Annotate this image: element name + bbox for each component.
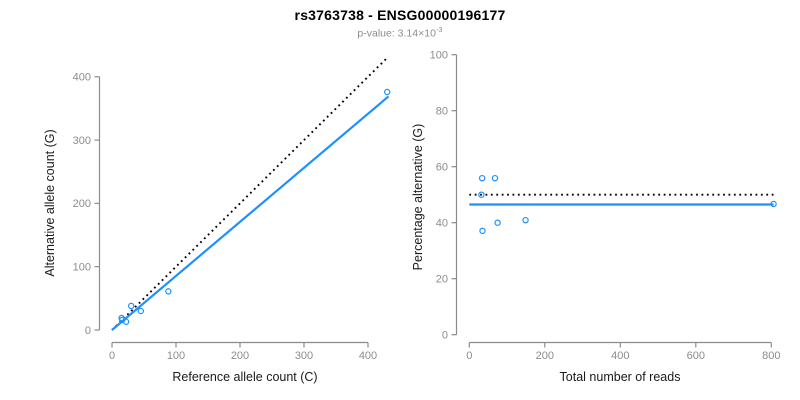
- data-point: [478, 174, 486, 182]
- y-tick-label: 200: [73, 198, 91, 210]
- x-tick-label: 300: [295, 350, 313, 362]
- data-point: [478, 191, 485, 198]
- y-tick-label: 20: [436, 274, 448, 286]
- x-tick-label: 0: [466, 350, 472, 362]
- x-tick-label: 400: [359, 350, 377, 362]
- y-axis-label: Percentage alternative (G): [411, 124, 425, 271]
- data-point: [384, 88, 391, 96]
- data-point: [491, 174, 499, 182]
- p-value-exponent: -3: [435, 25, 443, 34]
- y-tick-label: 100: [430, 50, 448, 62]
- identity-line: [111, 55, 390, 331]
- y-axis-label: Alternative allele count (G): [43, 129, 57, 276]
- data-point: [522, 216, 529, 224]
- multiplication-sign: ×: [418, 27, 425, 40]
- data-point: [127, 302, 135, 310]
- x-tick-label: 100: [167, 350, 185, 362]
- y-tick-label: 400: [73, 72, 91, 84]
- y-tick-label: 0: [85, 325, 91, 337]
- right-scatter-plot: 0 20 40 60 80 100 0 200 400 600 800 Total number of…: [411, 50, 780, 385]
- x-tick-label: 600: [687, 350, 705, 362]
- p-value-prefix: p-value:: [357, 27, 398, 40]
- y-tick-label: 40: [436, 218, 448, 230]
- x-tick-label: 200: [536, 350, 554, 362]
- p-value-base: 10: [424, 27, 436, 40]
- y-tick-label: 100: [73, 262, 91, 274]
- x-tick-label: 400: [611, 350, 629, 362]
- data-point: [494, 219, 501, 226]
- data-point: [479, 227, 486, 235]
- y-tick-label: 80: [436, 106, 448, 118]
- page-title: rs3763738 - ENSG00000196177: [294, 7, 506, 23]
- x-axis-label: Total number of reads: [560, 370, 681, 384]
- data-point: [137, 307, 144, 315]
- p-value-subtitle: p-value: 3.14×10-3: [0, 25, 800, 40]
- y-tick-label: 300: [73, 135, 91, 147]
- x-tick-label: 800: [762, 350, 780, 362]
- x-tick-label: 200: [231, 350, 249, 362]
- left-scatter-plot: 0 100 200 300 400 0 100 200 300 400 Reference alle…: [43, 55, 391, 384]
- p-value-mantissa: 3.14: [397, 27, 419, 40]
- data-point: [122, 318, 130, 325]
- data-point: [770, 200, 777, 208]
- x-axis-label: Reference allele count (C): [172, 370, 317, 384]
- fit-line: [111, 95, 390, 331]
- y-tick-label: 0: [442, 330, 448, 342]
- y-tick-label: 60: [436, 162, 448, 174]
- x-tick-label: 0: [109, 350, 115, 362]
- data-point: [165, 288, 172, 295]
